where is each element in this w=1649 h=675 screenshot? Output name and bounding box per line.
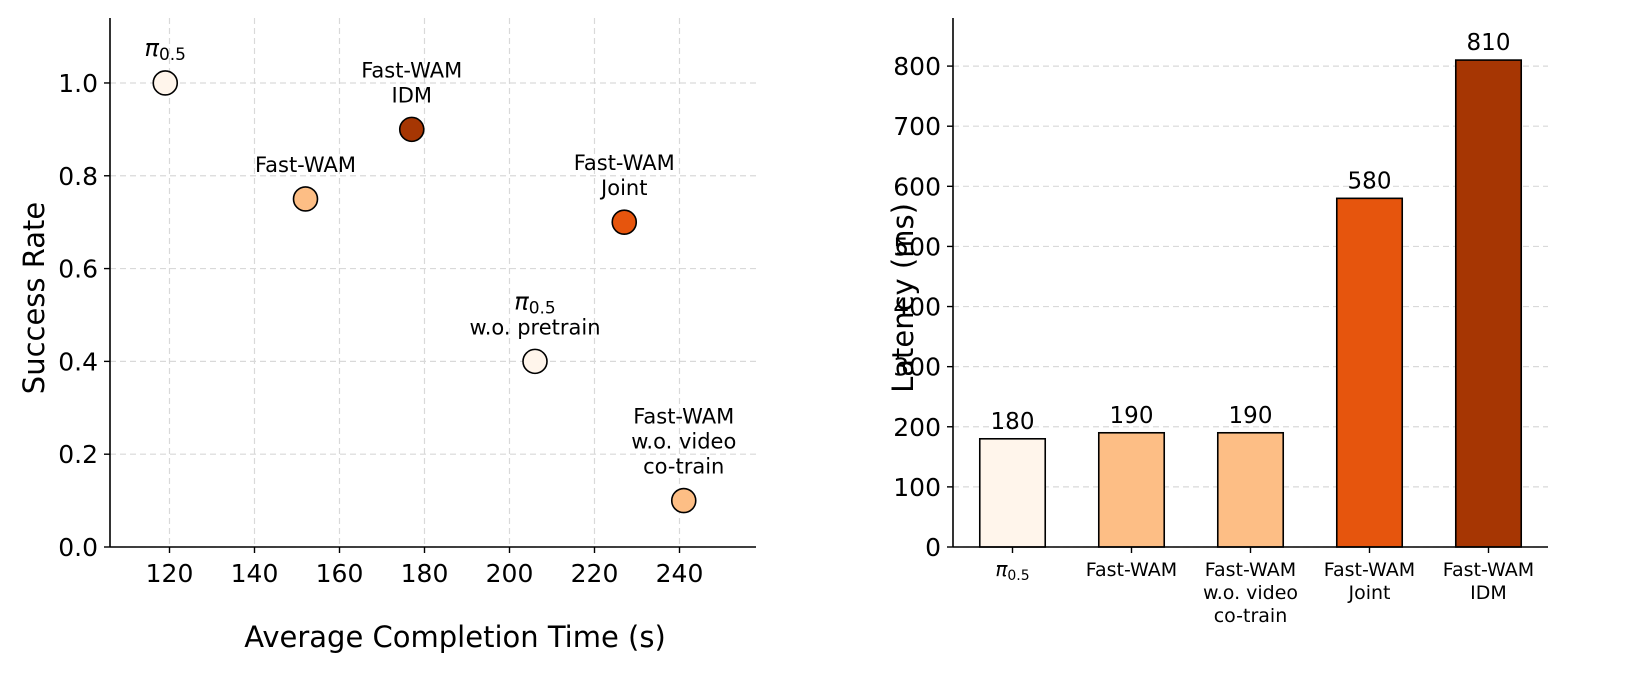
bar-category-label: co-train <box>1214 605 1288 627</box>
bar <box>1454 59 1523 548</box>
bar-category-label: π0.5 <box>995 557 1029 584</box>
bar <box>1216 431 1285 548</box>
bar-y-tick-label: 400 <box>893 293 941 322</box>
bar <box>1335 197 1404 548</box>
bar-value-label: 180 <box>991 409 1035 435</box>
bar-y-tick-label: 0 <box>925 533 941 562</box>
scatter-y-tick-label: 0.6 <box>58 255 98 284</box>
bar-y-tick-label: 800 <box>893 52 941 81</box>
bar <box>1097 431 1166 548</box>
scatter-x-tick-label: 140 <box>231 559 279 588</box>
scatter-point-label: co-train <box>643 455 724 479</box>
scatter-grid <box>110 18 756 548</box>
scatter-point-label: Fast-WAM <box>361 58 462 82</box>
scatter-x-axis-title: Average Completion Time (s) <box>244 620 666 654</box>
scatter-point-label: π0.5 <box>145 34 187 65</box>
scatter-x-tick-label: 120 <box>146 559 194 588</box>
scatter-x-tick-label: 200 <box>486 559 534 588</box>
bar-ticks: 0 100 200 300 400 500 600 700 800 π0.5 Fast-WAM Fas… <box>893 52 1534 627</box>
bar-y-tick-label: 200 <box>893 413 941 442</box>
scatter-y-axis-title: Success Rate <box>17 202 51 394</box>
scatter-panel: π0.5Fast-WAMFast-WAMIDMFast-WAMJointπ0.5… <box>17 18 756 654</box>
scatter-x-tick-label: 180 <box>401 559 449 588</box>
bar-value-label: 810 <box>1467 30 1511 56</box>
bar-value-label: 580 <box>1348 168 1392 194</box>
scatter-point-label: Fast-WAM <box>255 153 356 177</box>
scatter-point-label: Fast-WAM <box>574 151 675 175</box>
scatter-points: π0.5Fast-WAMFast-WAMIDMFast-WAMJointπ0.5… <box>145 34 736 514</box>
bar-y-tick-label: 300 <box>893 353 941 382</box>
scatter-point-label: π0.5 <box>514 287 556 318</box>
scatter-ticks: 120 140 160 180 200 220 240 0.0 0.2 0.4 0.6 0.8 1.0 <box>58 69 703 588</box>
scatter-x-tick-label: 160 <box>316 559 364 588</box>
bar-category-label: IDM <box>1470 582 1507 604</box>
scatter-point-label: w.o. pretrain <box>469 315 600 339</box>
bar-bars: 180 190 190 580 810 <box>978 30 1523 548</box>
scatter-point-label: Joint <box>599 176 647 200</box>
bar-category-label: Fast-WAM <box>1086 559 1177 581</box>
bar-y-tick-label: 700 <box>893 112 941 141</box>
scatter-point <box>522 348 548 375</box>
bar <box>978 437 1047 548</box>
scatter-x-tick-label: 240 <box>656 559 704 588</box>
scatter-point-label: IDM <box>392 83 432 107</box>
scatter-point-label: Fast-WAM <box>633 405 734 429</box>
scatter-point <box>152 70 179 96</box>
scatter-point <box>611 209 638 235</box>
bar-y-tick-label: 500 <box>893 232 941 261</box>
scatter-point <box>670 487 697 514</box>
scatter-y-tick-label: 0.0 <box>58 533 98 562</box>
bar-category-label: Fast-WAM <box>1443 559 1534 581</box>
scatter-y-tick-label: 1.0 <box>58 69 98 98</box>
bar-category-label: Joint <box>1348 582 1391 604</box>
bar-value-label: 190 <box>1229 403 1273 429</box>
bar-category-label: Fast-WAM <box>1324 559 1415 581</box>
bar-value-label: 190 <box>1110 403 1154 429</box>
bar-y-axis-title: Latency (ms) <box>886 203 920 393</box>
scatter-point-label: w.o. video <box>631 430 736 454</box>
scatter-x-tick-label: 220 <box>571 559 619 588</box>
scatter-point <box>398 116 425 143</box>
bar-y-tick-label: 600 <box>893 172 941 201</box>
scatter-y-tick-label: 0.8 <box>58 162 98 191</box>
scatter-point <box>292 186 319 212</box>
scatter-y-tick-label: 0.4 <box>58 347 98 376</box>
scatter-y-tick-label: 0.2 <box>58 440 98 469</box>
bar-panel: 180 190 190 580 810 0 100 200 300 400 500 600 700 80… <box>886 18 1548 627</box>
bar-y-tick-label: 100 <box>893 473 941 502</box>
bar-category-label: Fast-WAM <box>1205 559 1296 581</box>
scatter-axes <box>109 18 756 548</box>
bar-category-label: w.o. video <box>1203 582 1298 604</box>
